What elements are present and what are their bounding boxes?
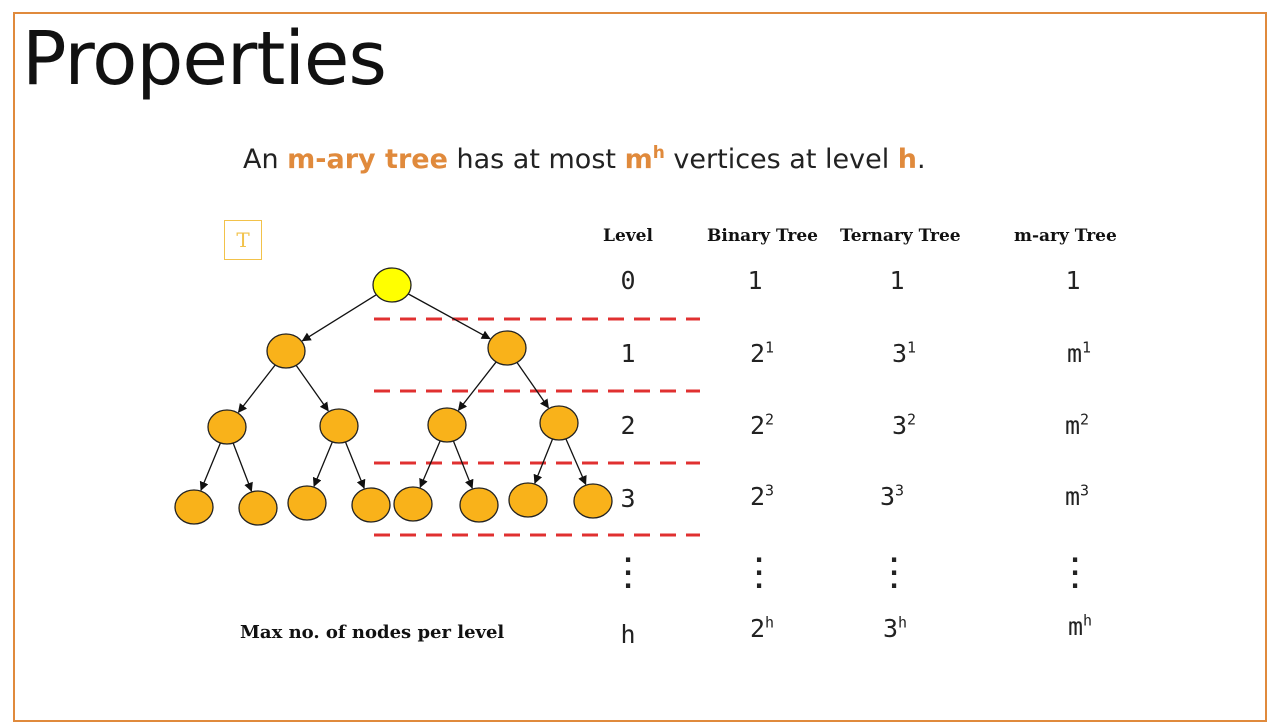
tree-root-node [372,267,412,303]
header-mary-tree: m-ary Tree [1014,226,1117,246]
row-3-mary: m3 [1064,481,1090,511]
tree-node-8 [238,490,278,526]
row-3-binary: 23 [749,481,775,511]
tree-edge-13 [565,438,587,486]
tree-edge-7 [232,442,253,492]
statement-base: m [624,144,653,175]
tree-edge-11 [452,440,474,489]
tree-node-13 [508,482,548,518]
row-1-ternary: 31 [891,338,917,368]
tree-edge-6 [199,442,222,491]
mary-ellipsis: ... [1070,540,1080,594]
tree-label-box: T [224,220,262,260]
header-level: Level [603,226,653,246]
tree-node-1 [266,333,306,369]
tree-node-7 [174,489,214,525]
tree-nodes [174,267,613,526]
tree-edge-5 [516,362,549,409]
header-binary-tree: Binary Tree [707,226,818,246]
statement-prefix: An [243,144,288,175]
tree-node-4 [319,408,359,444]
slide-title: Properties [22,16,387,102]
ternary-ellipsis: ... [889,540,899,594]
row-0-level: 0 [620,266,636,295]
tree-node-9 [287,485,327,521]
statement-level-var: h [897,144,918,175]
row-0-ternary: 1 [889,266,905,295]
row-h-ternary: 3h [882,613,908,643]
row-2-mary: m2 [1064,410,1090,440]
tree-node-6 [539,405,579,441]
tree-edge-0 [301,294,377,342]
statement-after: vertices at level [664,144,898,175]
row-1-binary: 21 [749,338,775,368]
tree-edge-4 [457,361,497,411]
row-3-ternary: 33 [879,481,905,511]
tree-node-11 [393,486,433,522]
tree-edge-9 [344,441,366,489]
statement-middle: has at most [447,144,625,175]
property-statement: An m-ary tree has at most mh vertices at… [243,144,926,175]
statement-term: m-ary tree [287,144,448,175]
tree-edge-10 [419,440,441,489]
row-2-binary: 22 [749,410,775,440]
row-0-mary: 1 [1065,266,1081,295]
tree-node-14 [573,483,613,519]
header-ternary-tree: Ternary Tree [840,226,961,246]
tree-edge-2 [237,364,276,413]
tree-edges [199,293,587,492]
row-h-mary: mh [1067,611,1093,641]
row-1-mary: m1 [1066,338,1092,368]
level-ellipsis: ... [623,540,633,594]
row-2-level: 2 [620,411,636,440]
tree-node-5 [427,407,467,443]
tree-node-3 [207,409,247,445]
tree-node-2 [487,330,527,366]
row-h-binary: 2h [749,613,775,643]
tree-edge-3 [295,364,329,412]
statement-period: . [917,144,926,175]
footer-label: Max no. of nodes per level [240,622,505,643]
row-2-ternary: 32 [891,410,917,440]
row-h-level: h [620,620,636,649]
tree-node-12 [459,487,499,523]
row-0-binary: 1 [747,266,763,295]
binary-ellipsis: ... [754,540,764,594]
statement-exponent: h [652,143,665,163]
tree-edge-12 [533,438,554,484]
tree-node-10 [351,487,391,523]
tree-edge-8 [312,441,333,487]
row-1-level: 1 [620,339,636,368]
row-3-level: 3 [620,484,636,513]
tree-edge-1 [407,293,491,340]
